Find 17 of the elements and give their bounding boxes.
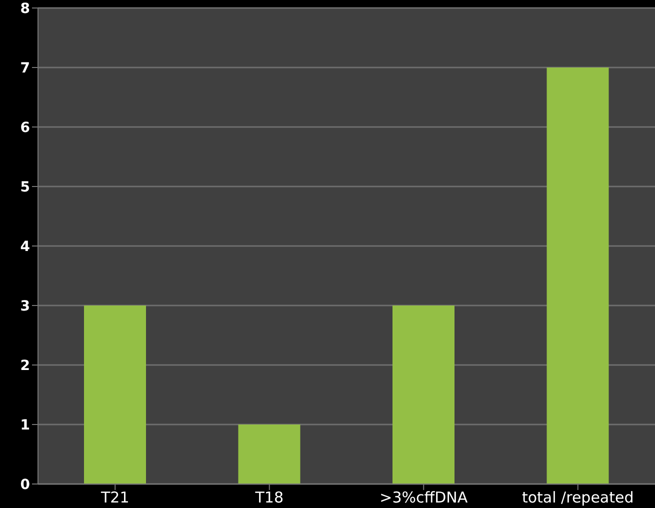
y-tick-label: 1 [20,417,30,434]
x-tick-label: T21 [100,488,130,507]
y-tick-label: 2 [20,358,30,374]
x-tick-label: total /repeated [522,488,634,507]
y-tick-label: 4 [20,238,30,255]
y-tick-label: 3 [20,298,30,314]
y-tick-label: 8 [20,0,30,17]
bar [84,306,146,484]
x-tick-label: >3%cffDNA [380,488,468,507]
bar [392,306,454,484]
y-tick-label: 7 [20,60,30,76]
x-tick-label: T18 [254,488,284,507]
y-tick-label: 0 [20,476,30,493]
y-tick-label: 6 [20,120,30,136]
bar [238,424,300,484]
bar [546,68,609,484]
y-tick-label: 5 [20,179,30,196]
